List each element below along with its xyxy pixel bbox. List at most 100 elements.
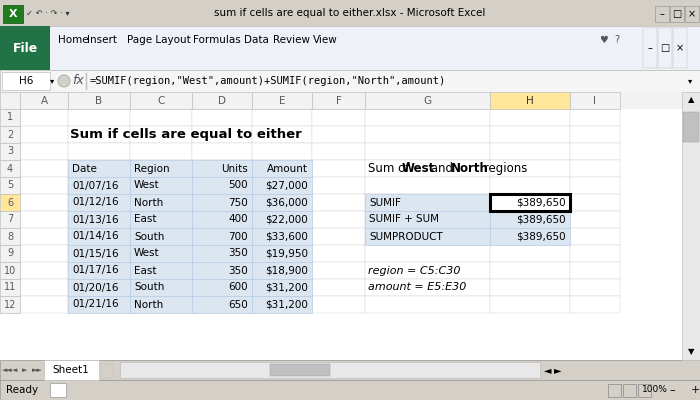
- Text: F: F: [335, 96, 342, 106]
- Bar: [20, 177, 68, 194]
- Text: Sum if cells are equal to either: Sum if cells are equal to either: [70, 128, 302, 141]
- Bar: [20, 211, 68, 228]
- Bar: [3, 5, 23, 23]
- Text: 01/15/16: 01/15/16: [72, 248, 118, 258]
- Bar: [312, 296, 365, 313]
- Bar: [68, 194, 130, 211]
- Bar: [683, 112, 699, 142]
- Bar: [658, 28, 672, 68]
- Text: Amount: Amount: [267, 164, 308, 174]
- Bar: [252, 109, 312, 126]
- Bar: [20, 109, 68, 126]
- Text: ×: ×: [688, 9, 696, 19]
- Bar: [365, 194, 490, 211]
- Bar: [130, 194, 192, 211]
- Text: Region: Region: [134, 164, 169, 174]
- Text: East: East: [134, 266, 157, 276]
- Text: ♥  ?: ♥ ?: [600, 35, 620, 45]
- Bar: [252, 262, 312, 279]
- Text: H6: H6: [19, 76, 33, 86]
- Text: 01/12/16: 01/12/16: [72, 198, 118, 208]
- Bar: [270, 364, 330, 376]
- Text: 350: 350: [228, 266, 248, 276]
- Bar: [68, 177, 130, 194]
- Text: D: D: [218, 96, 226, 106]
- Text: Insert: Insert: [88, 35, 117, 45]
- Text: 650: 650: [228, 300, 248, 310]
- Bar: [68, 228, 130, 245]
- Bar: [365, 245, 490, 262]
- Bar: [490, 296, 570, 313]
- Bar: [0, 92, 700, 109]
- Bar: [20, 279, 68, 296]
- Bar: [130, 262, 192, 279]
- Bar: [192, 279, 252, 296]
- Text: fx: fx: [72, 74, 84, 88]
- Bar: [192, 262, 252, 279]
- Text: 8: 8: [7, 232, 13, 242]
- Bar: [130, 143, 192, 160]
- Text: File: File: [13, 42, 38, 54]
- Bar: [365, 92, 490, 109]
- Bar: [365, 228, 490, 245]
- Text: E: E: [279, 96, 286, 106]
- Bar: [68, 194, 130, 211]
- Text: I: I: [594, 96, 596, 106]
- Bar: [252, 228, 312, 245]
- Bar: [608, 384, 621, 397]
- Bar: [192, 92, 252, 109]
- Bar: [685, 6, 699, 22]
- Bar: [68, 279, 130, 296]
- Bar: [130, 245, 192, 262]
- Bar: [570, 92, 620, 109]
- Bar: [0, 143, 20, 160]
- Text: □: □: [660, 43, 670, 53]
- Bar: [252, 143, 312, 160]
- Bar: [68, 109, 130, 126]
- Text: 4: 4: [7, 164, 13, 174]
- Bar: [623, 384, 636, 397]
- Bar: [365, 279, 490, 296]
- Bar: [490, 211, 570, 228]
- Bar: [252, 194, 312, 211]
- Bar: [192, 126, 252, 143]
- Bar: [252, 262, 312, 279]
- Text: 10: 10: [4, 266, 16, 276]
- Bar: [570, 177, 620, 194]
- Bar: [68, 160, 130, 177]
- Text: North: North: [134, 300, 163, 310]
- Text: 600: 600: [228, 282, 248, 292]
- Bar: [130, 228, 192, 245]
- Text: Page Layout: Page Layout: [127, 35, 190, 45]
- Bar: [490, 228, 570, 245]
- Bar: [68, 296, 130, 313]
- Bar: [252, 296, 312, 313]
- Bar: [0, 296, 20, 313]
- Text: □: □: [673, 9, 682, 19]
- Bar: [68, 143, 130, 160]
- Text: ◄: ◄: [12, 367, 18, 373]
- Text: 350: 350: [228, 248, 248, 258]
- Bar: [130, 296, 192, 313]
- Bar: [130, 279, 192, 296]
- Text: C: C: [158, 96, 164, 106]
- Bar: [570, 262, 620, 279]
- Text: North: North: [451, 162, 489, 175]
- Bar: [673, 28, 687, 68]
- Bar: [20, 262, 68, 279]
- Bar: [312, 177, 365, 194]
- Bar: [0, 228, 20, 245]
- Text: $389,650: $389,650: [517, 214, 566, 224]
- Bar: [68, 211, 130, 228]
- Text: 1: 1: [7, 112, 13, 122]
- Bar: [0, 26, 700, 70]
- Bar: [638, 384, 651, 397]
- Bar: [0, 109, 20, 126]
- Bar: [252, 245, 312, 262]
- Text: ▲: ▲: [687, 96, 694, 104]
- Bar: [570, 143, 620, 160]
- Bar: [130, 262, 192, 279]
- Bar: [252, 228, 312, 245]
- Text: $33,600: $33,600: [265, 232, 308, 242]
- Bar: [130, 296, 192, 313]
